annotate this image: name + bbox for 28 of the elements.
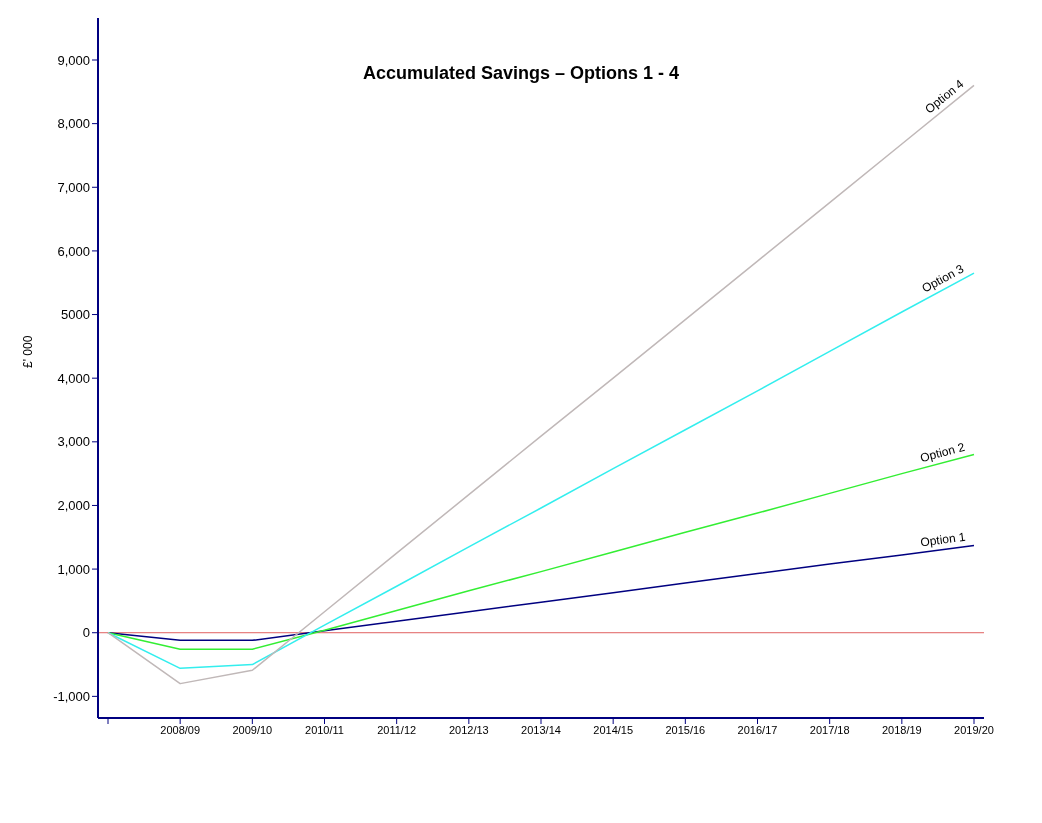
y-axis-title: £' 000: [21, 335, 36, 368]
y-tick-label: -1,000: [53, 688, 90, 704]
x-tick-label: 2011/12: [377, 723, 417, 736]
x-tick-label: 2008/09: [160, 723, 201, 736]
y-tick-label: 9,000: [57, 52, 90, 68]
line-series: [107, 272, 975, 670]
y-tick-label: 5000: [61, 307, 90, 323]
text: Option 2: [918, 439, 967, 466]
y-tick-label: 1,000: [57, 561, 90, 577]
x-tick-label: 2013/14: [521, 723, 561, 736]
y-tick-label: 7,000: [57, 179, 90, 195]
y-tick-label: 3,000: [57, 434, 90, 450]
x-tick-label: 2010/11: [305, 723, 344, 736]
x-tick-label: 2014/15: [593, 723, 634, 736]
x-tick-label: 2017/18: [809, 723, 850, 736]
y-tick-label: 4,000: [57, 370, 90, 386]
x-tick-label: 2009/10: [232, 723, 273, 736]
x-tick-label: 2015/16: [665, 723, 706, 736]
y-tick-label: 8,000: [57, 116, 90, 132]
x-tick-label: 2019/20: [954, 723, 994, 736]
x-tick-label: 2018/19: [881, 723, 922, 736]
x-tick-label: 2016/17: [737, 723, 778, 736]
y-tick-label: 2,000: [57, 498, 90, 514]
x-tick-label: 2012/13: [448, 723, 489, 736]
text: Accumulated Savings – Options 1 - 4: [362, 63, 680, 83]
y-tick-label: 0: [82, 625, 90, 641]
text: Option 1: [919, 529, 967, 550]
y-tick-label: 6,000: [57, 243, 90, 259]
